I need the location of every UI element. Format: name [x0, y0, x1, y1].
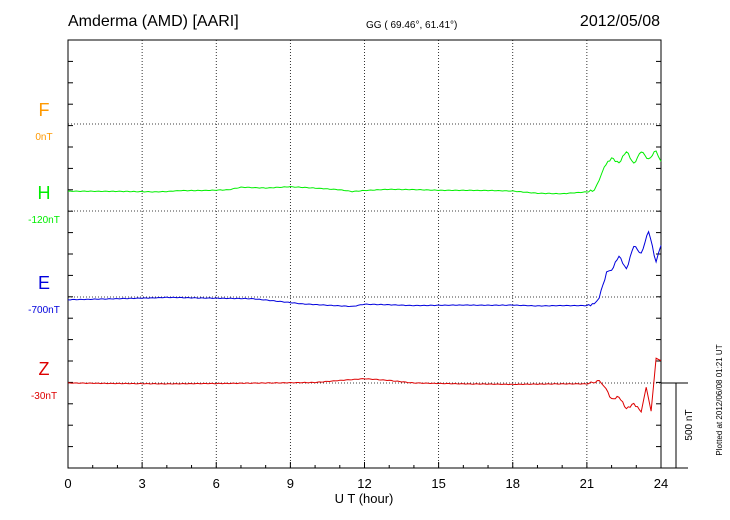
series-line-e: [67, 230, 662, 308]
station-title: Amderma (AMD) [AARI]: [68, 13, 239, 30]
channel-name-f: F: [39, 100, 50, 120]
channel-baseline-h: -120nT: [28, 215, 60, 226]
date-label: 2012/05/08: [580, 13, 660, 30]
series-line-z: [67, 357, 662, 414]
channel-name-h: H: [38, 183, 51, 203]
x-tick-label: 12: [357, 476, 371, 491]
grid: [68, 39, 661, 469]
x-tick-label: 18: [506, 476, 520, 491]
x-tick-label: 6: [213, 476, 220, 491]
scale-bar-label: 500 nT: [684, 409, 695, 440]
scale-bar: 500 nT: [661, 382, 695, 469]
channel-baseline-e: -700nT: [28, 305, 60, 316]
x-axis-ticks: 0 3 6 9 12 15 18 21 24: [64, 462, 668, 491]
channel-name-e: E: [38, 273, 50, 293]
series-line-h: [67, 150, 662, 195]
x-axis-label: U T (hour): [335, 491, 394, 506]
x-tick-label: 3: [139, 476, 146, 491]
x-tick-label: 15: [431, 476, 445, 491]
coordinates-label: GG ( 69.46°, 61.41°): [366, 20, 457, 31]
plotted-at-label: Plotted at 2012/06/08 01:21 UT: [715, 344, 724, 455]
channel-baseline-f: 0nT: [35, 132, 52, 143]
channel-baseline-z: -30nT: [31, 391, 57, 402]
x-tick-label: 24: [654, 476, 668, 491]
channel-labels: F 0nT H -120nT E -700nT Z -30nT: [28, 100, 60, 402]
x-tick-label: 9: [287, 476, 294, 491]
channel-name-z: Z: [39, 359, 50, 379]
x-tick-label: 21: [580, 476, 594, 491]
series-lines: [67, 150, 662, 414]
x-tick-label: 0: [64, 476, 71, 491]
